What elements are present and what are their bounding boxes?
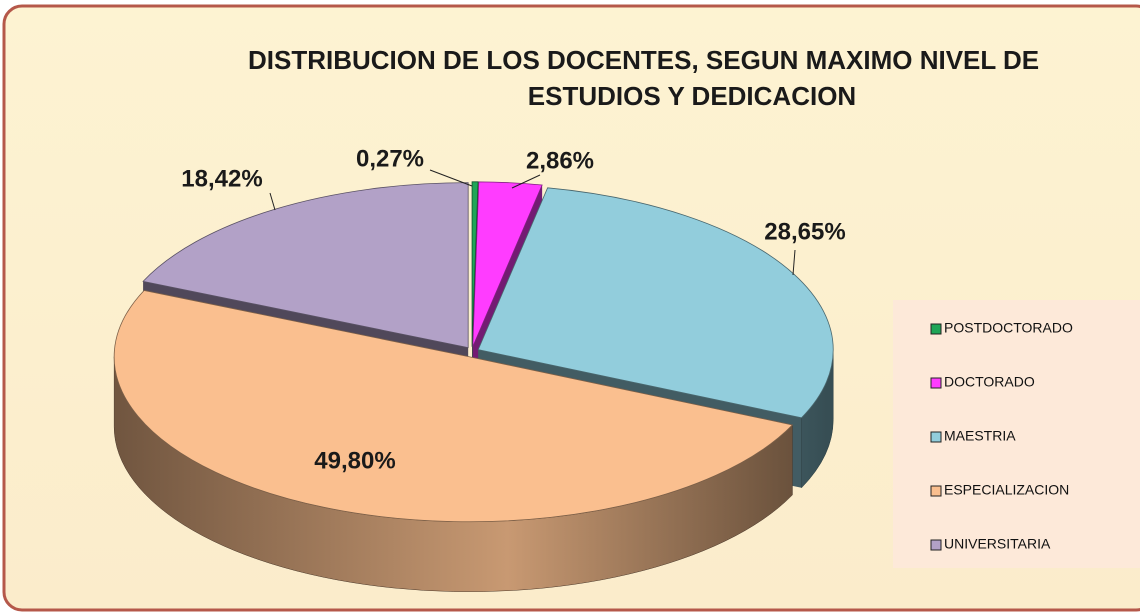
legend-label: UNIVERSITARIA (944, 536, 1051, 552)
legend-swatch (930, 323, 942, 335)
value-label: 18,42% (181, 165, 262, 192)
leader-line (269, 192, 276, 211)
legend-label: POSTDOCTORADO (944, 320, 1073, 336)
legend-swatch (930, 377, 942, 389)
slice (471, 181, 479, 347)
legend-box (893, 300, 1140, 568)
pie-tops (113, 181, 834, 523)
slice (472, 181, 543, 347)
slice (113, 290, 794, 523)
chart-title: ESTUDIOS Y DEDICACION (528, 81, 856, 111)
leader-line (511, 174, 541, 189)
legend-swatch (930, 539, 942, 551)
legend-label: MAESTRIA (944, 428, 1016, 444)
legend-label: DOCTORADO (944, 374, 1035, 390)
chart-title: DISTRIBUCION DE LOS DOCENTES, SEGUN MAXI… (248, 45, 1039, 75)
legend-swatch (930, 485, 942, 497)
slice (477, 187, 834, 419)
value-label: 0,27% (356, 145, 424, 172)
value-label: 28,65% (764, 218, 845, 245)
leader-line (792, 249, 796, 276)
slice (142, 182, 469, 349)
value-label: 2,86% (526, 147, 594, 174)
legend-label: ESPECIALIZACION (944, 482, 1069, 498)
value-label: 49,80% (314, 447, 395, 474)
leader-line (429, 169, 473, 187)
legend-swatch (930, 431, 942, 443)
